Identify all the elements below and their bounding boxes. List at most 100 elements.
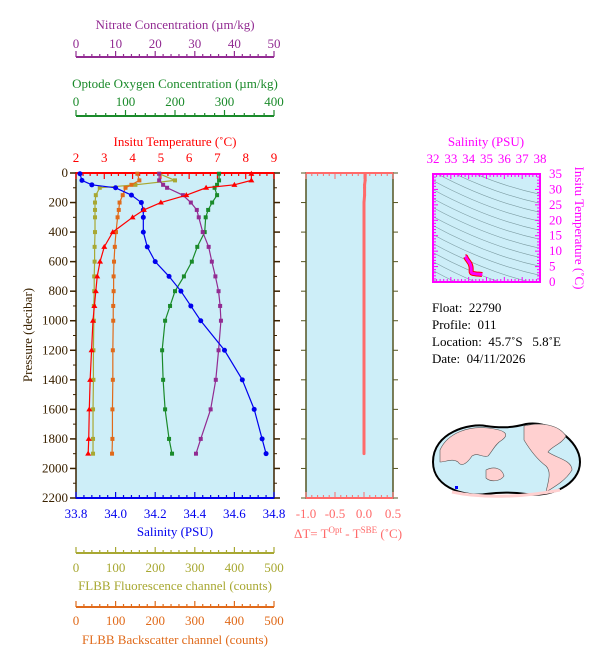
backscatter-point	[117, 200, 122, 205]
nitrate-point	[196, 215, 201, 220]
oxygen-tick-label: 300	[215, 94, 235, 109]
backscatter-point	[137, 178, 142, 183]
deltaT-point	[363, 178, 367, 182]
fluorescence-tick-label: 0	[73, 560, 80, 575]
oxygen-point	[203, 215, 208, 220]
location-value: 45.7˚S 5.8˚E	[488, 334, 561, 349]
density-contour	[433, 198, 540, 240]
backscatter-point	[116, 207, 121, 212]
deltaT-xlabel: ΔT= TOpt - TSBE (˚C)	[294, 525, 402, 541]
deltaT-point	[362, 437, 366, 441]
ts-y-tick-label: 5	[549, 259, 556, 274]
salinity-point	[144, 244, 150, 250]
pressure-tick-label: 400	[49, 224, 69, 239]
ts-x-tick-label: 33	[444, 151, 457, 166]
salinity-tick-label: 34.2	[144, 506, 167, 521]
deltaT-point	[363, 193, 367, 197]
oxygen-tick-label: 400	[264, 94, 284, 109]
nitrate-profile-line	[158, 173, 222, 454]
deltaT-tick-label: 0.0	[356, 506, 372, 521]
pressure-axis-label: Pressure (decibar)	[20, 288, 35, 382]
nitrate-point	[157, 171, 162, 176]
temperature-point	[248, 177, 255, 183]
fluorescence-point	[92, 274, 97, 279]
ts-panel	[433, 174, 540, 282]
temperature-point	[109, 229, 116, 235]
oxygen-point	[195, 244, 200, 249]
oxygen-point	[168, 303, 173, 308]
temperature-point	[94, 273, 101, 279]
oxygen-axis-title: Optode Oxygen Concentration (µm/kg)	[72, 76, 278, 91]
ts-x-tick-label: 35	[480, 151, 493, 166]
deltaT-point	[362, 407, 366, 411]
backscatter-point	[110, 348, 115, 353]
salinity-tick-label: 33.8	[65, 506, 88, 521]
temperature-point	[86, 406, 93, 412]
fluorescence-axis-title: FLBB Fluorescence channel (counts)	[78, 578, 272, 593]
temperature-point	[231, 181, 238, 187]
fluorescence-point	[91, 436, 96, 441]
nitrate-point	[165, 185, 170, 190]
temperature-point	[203, 184, 210, 190]
date-label: Date:	[432, 351, 461, 366]
deltaT-point	[363, 183, 367, 187]
map-land-antarctica	[451, 488, 561, 498]
salinity-point	[239, 377, 245, 383]
ts-curve	[464, 255, 484, 276]
deltaT-point	[362, 304, 366, 308]
backscatter-tick-label: 100	[106, 613, 126, 628]
nitrate-point	[218, 318, 223, 323]
salinity-point	[198, 318, 204, 324]
density-contour	[433, 225, 540, 267]
fluorescence-point	[97, 185, 102, 190]
ts-y-tick-label: 10	[549, 243, 562, 258]
density-contour	[474, 174, 540, 195]
fluorescence-tick-label: 500	[264, 560, 284, 575]
pressure-tick-label: 800	[49, 283, 69, 298]
fluorescence-point	[133, 182, 138, 187]
salinity-tick-label: 34.6	[223, 506, 246, 521]
nitrate-point	[180, 193, 185, 198]
backscatter-tick-label: 0	[73, 613, 80, 628]
density-contour	[433, 243, 532, 282]
nitrate-point	[216, 348, 221, 353]
salinity-point	[178, 288, 184, 294]
backscatter-tick-label: 200	[145, 613, 165, 628]
deltaT-point	[362, 319, 366, 323]
nitrate-point	[216, 289, 221, 294]
pressure-tick-label: 1400	[42, 372, 68, 387]
nitrate-point	[200, 230, 205, 235]
temperature-tick-label: 2	[73, 150, 80, 165]
oxygen-point	[181, 274, 186, 279]
fluorescence-point	[93, 230, 98, 235]
deltaT-tick-label: 0.5	[385, 506, 401, 521]
fluorescence-point	[91, 348, 96, 353]
map-land-americas	[523, 423, 573, 493]
nitrate-point	[213, 274, 218, 279]
nitrate-tick-label: 20	[149, 36, 162, 51]
fluorescence-tick-label: 400	[225, 560, 245, 575]
temperature-point	[89, 317, 96, 323]
oxygen-point	[170, 451, 175, 456]
location: Location: 45.7˚S 5.8˚E	[432, 334, 561, 350]
ts-x-tick-label: 36	[498, 151, 512, 166]
profile-id: Profile: 011	[432, 317, 497, 333]
density-contour	[423, 364, 560, 414]
nitrate-point	[194, 207, 199, 212]
fluorescence-point	[91, 377, 96, 382]
salinity-point	[138, 200, 144, 206]
fluorescence-point	[93, 193, 98, 198]
backscatter-point	[129, 182, 134, 187]
temperature-axis-title: Insitu Temperature (˚C)	[113, 134, 236, 149]
pressure-tick-label: 2000	[42, 460, 68, 475]
temperature-point	[183, 192, 190, 198]
pressure-tick-label: 1600	[42, 401, 68, 416]
density-contour	[433, 252, 501, 282]
deltaT-panel	[305, 172, 394, 499]
salinity-tick-label: 34.4	[183, 506, 206, 521]
salinity-point	[222, 347, 227, 353]
fluorescence-point	[93, 200, 98, 205]
deltaT-point	[362, 289, 366, 293]
pressure-tick-label: 1000	[42, 313, 68, 328]
oxygen-point	[167, 436, 172, 441]
